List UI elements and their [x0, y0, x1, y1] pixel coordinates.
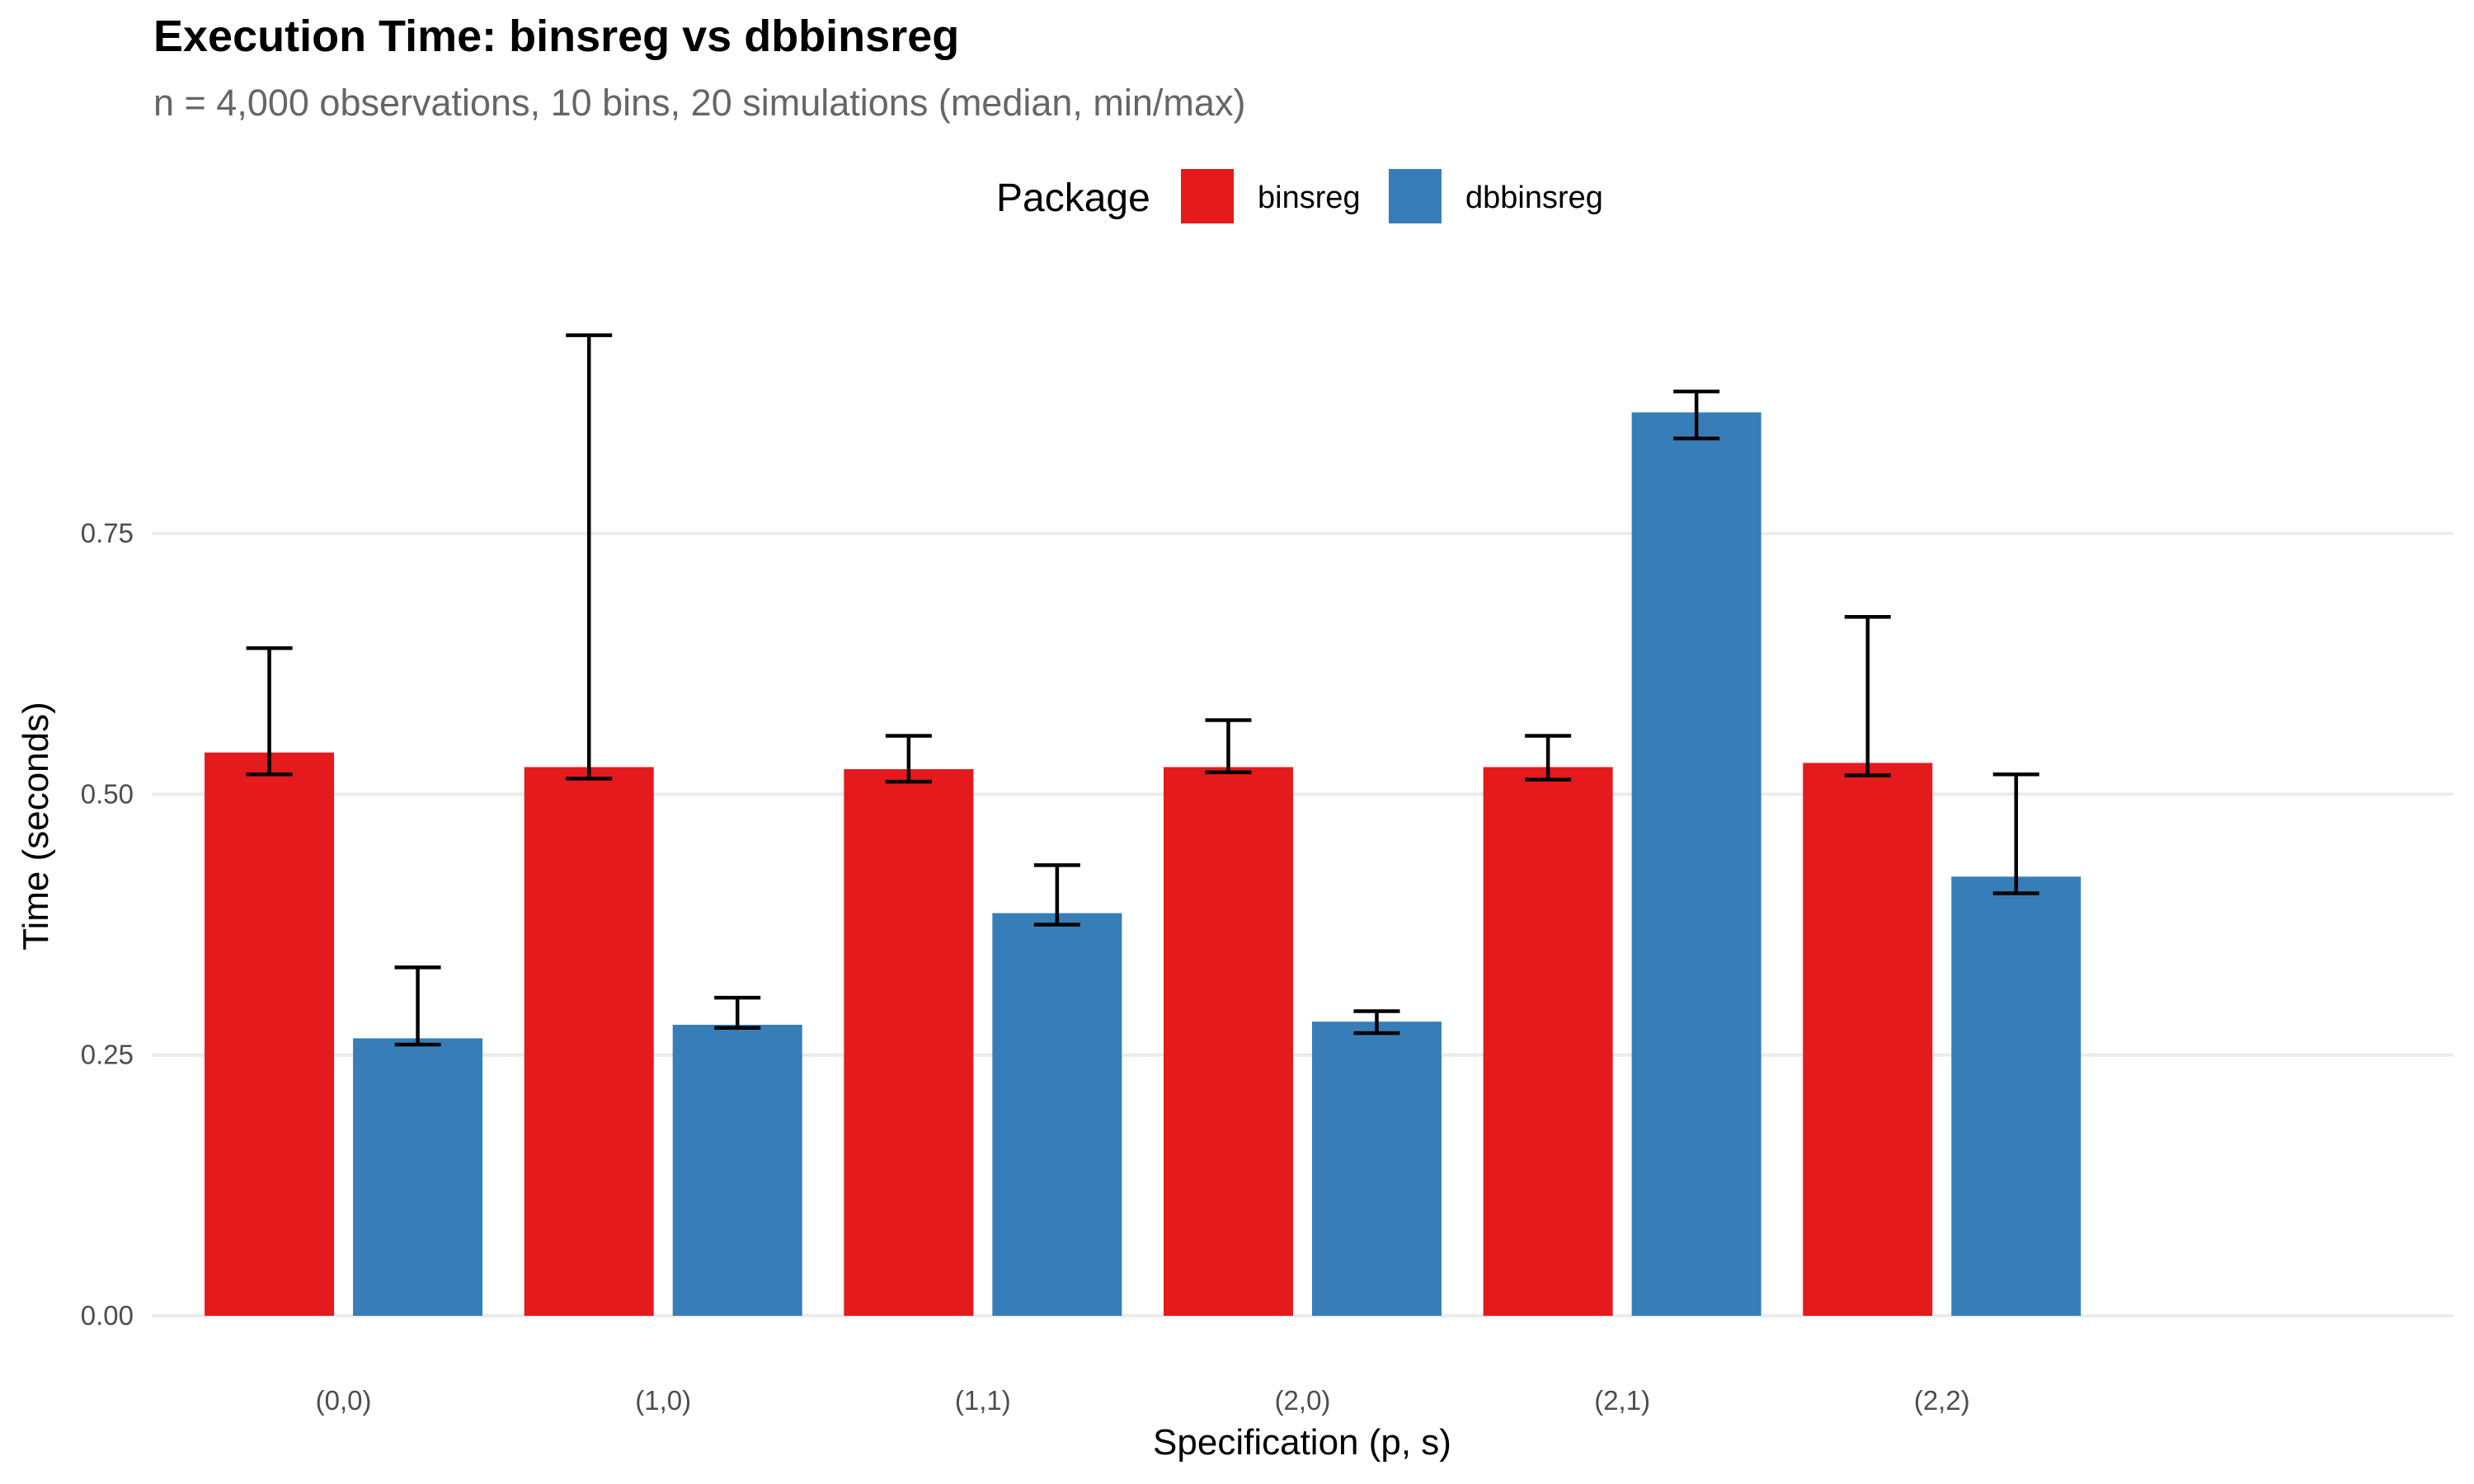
x-tick-label: (2,2): [1914, 1385, 1970, 1416]
legend-swatch-dbbinsreg: [1389, 169, 1442, 223]
chart-subtitle: n = 4,000 observations, 10 bins, 20 simu…: [153, 82, 1245, 124]
bar-dbbinsreg-2: [992, 913, 1122, 1316]
legend-title: Package: [996, 176, 1150, 220]
x-tick-label: (1,1): [955, 1385, 1011, 1416]
error-bar-binsreg-0: [246, 646, 293, 777]
legend-label-dbbinsreg: dbbinsreg: [1465, 181, 1603, 215]
bar-binsreg-5: [1803, 763, 1933, 1316]
bar-binsreg-2: [844, 768, 974, 1316]
error-bar-binsreg-3: [1205, 718, 1252, 775]
y-axis-title: Time (seconds): [16, 702, 56, 951]
chart-title: Execution Time: binsreg vs dbbinsreg: [153, 12, 959, 61]
error-bar-binsreg-4: [1525, 734, 1572, 782]
y-tick-label: 0.00: [81, 1300, 134, 1331]
x-axis-tick-labels: (0,0) (1,0) (1,1) (2,0) (2,1) (2,2): [316, 1385, 1970, 1416]
x-tick-label: (2,1): [1594, 1385, 1650, 1416]
x-tick-label: (0,0): [316, 1385, 372, 1416]
error-bar-dbbinsreg-0: [394, 965, 441, 1047]
bar-dbbinsreg-0: [353, 1038, 483, 1316]
error-bar-dbbinsreg-5: [1992, 773, 2039, 895]
y-tick-label: 0.50: [81, 778, 134, 809]
error-bar-binsreg-2: [885, 734, 932, 784]
bar-binsreg-3: [1164, 767, 1293, 1316]
error-bar-binsreg-5: [1844, 614, 1891, 777]
bar-dbbinsreg-1: [672, 1024, 802, 1316]
legend-swatch-binsreg: [1181, 169, 1234, 223]
bar-binsreg-4: [1483, 767, 1613, 1316]
bar-binsreg-0: [205, 752, 335, 1316]
bar-binsreg-1: [524, 767, 654, 1316]
x-tick-label: (2,0): [1275, 1385, 1331, 1416]
error-bar-dbbinsreg-3: [1353, 1009, 1400, 1036]
y-tick-label: 0.75: [81, 518, 134, 548]
y-axis-tick-labels: 0.00 0.25 0.50 0.75: [81, 518, 134, 1331]
legend-label-binsreg: binsreg: [1258, 181, 1361, 215]
error-bars: [246, 333, 2039, 1047]
bar-dbbinsreg-3: [1312, 1021, 1442, 1316]
legend: Package binsreg dbbinsreg: [996, 169, 1603, 223]
x-tick-label: (1,0): [635, 1385, 691, 1416]
bar-dbbinsreg-4: [1631, 412, 1761, 1317]
error-bar-dbbinsreg-2: [1033, 863, 1080, 927]
x-axis-title: Specification (p, s): [1153, 1422, 1451, 1463]
y-tick-label: 0.25: [81, 1040, 134, 1070]
error-bar-dbbinsreg-1: [714, 995, 761, 1031]
error-bar-binsreg-1: [566, 333, 613, 781]
bars: [205, 412, 2081, 1317]
bar-dbbinsreg-5: [1951, 876, 2081, 1316]
error-bar-dbbinsreg-4: [1673, 389, 1720, 441]
